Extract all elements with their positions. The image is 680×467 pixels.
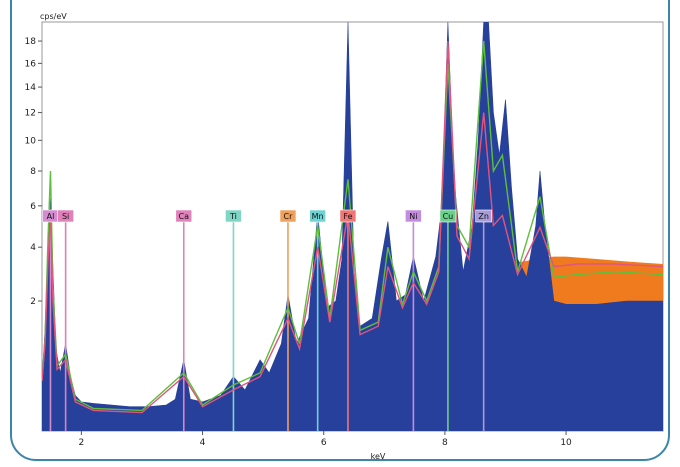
- y-tick-label: 8: [30, 167, 36, 177]
- plot-content: [42, 22, 663, 431]
- element-label-box-ti: [225, 209, 242, 223]
- element-label-ni: Ni: [409, 212, 417, 221]
- element-label-ti: Ti: [229, 212, 237, 221]
- element-label-box-zn: [475, 209, 492, 223]
- y-tick-label: 12: [25, 109, 36, 119]
- x-tick-label: 4: [200, 438, 206, 448]
- x-axis-title: keV: [371, 452, 386, 461]
- element-label-box-cr: [279, 209, 297, 223]
- x-tick-label: 10: [560, 438, 572, 448]
- y-tick-label: 16: [25, 59, 37, 69]
- element-label-box-ni: [405, 209, 422, 223]
- element-label-box-ca: [175, 209, 193, 223]
- x-tick-label: 2: [79, 438, 85, 448]
- series-blue-area: [42, 22, 663, 431]
- y-tick-label: 6: [30, 202, 36, 212]
- element-label-box-fe: [339, 209, 357, 223]
- series-green-line: [42, 40, 663, 412]
- y-tick-label: 10: [25, 136, 37, 146]
- element-label-fe: Fe: [343, 212, 352, 221]
- y-tick-label: 14: [25, 83, 37, 93]
- y-tick-label: 2: [30, 297, 36, 307]
- element-label-si: Si: [62, 212, 69, 221]
- x-tick-label: 8: [442, 438, 448, 448]
- element-label-al: Al: [47, 212, 55, 221]
- element-label-cu: Cu: [443, 212, 454, 221]
- y-axis-title: cps/eV: [40, 12, 67, 21]
- element-label-zn: Zn: [478, 212, 489, 221]
- element-label-box-si: [57, 209, 74, 223]
- element-label-mn: Mn: [312, 212, 324, 221]
- element-label-ca: Ca: [179, 212, 190, 221]
- y-tick-label: 4: [30, 243, 36, 253]
- x-tick-label: 6: [321, 438, 327, 448]
- element-label-box-cu: [439, 209, 457, 223]
- element-label-box-mn: [309, 209, 326, 223]
- y-tick-label: 18: [25, 37, 37, 47]
- series-pink-line: [42, 40, 663, 414]
- element-label-cr: Cr: [284, 212, 294, 221]
